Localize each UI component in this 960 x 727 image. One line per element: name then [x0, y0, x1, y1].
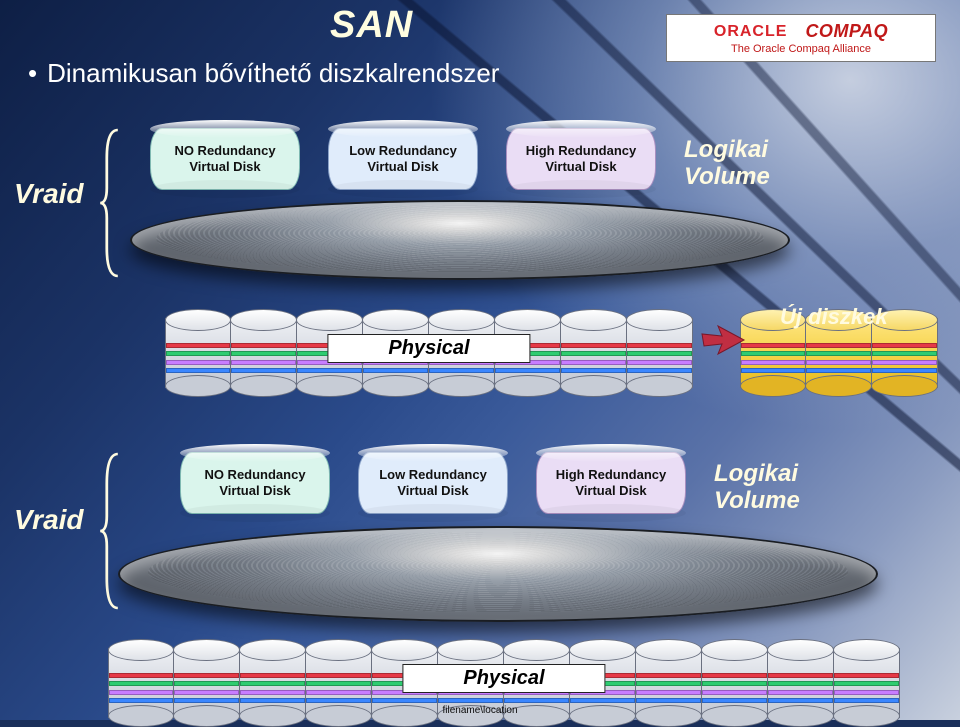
- bullet-text: Dinamikusan bővíthető diszkalrendszer: [47, 58, 499, 89]
- pool-disc-top: [130, 200, 790, 280]
- new-disks-label: Új diszkek: [780, 304, 888, 330]
- logical-volume-label-bottom: LogikaiVolume: [714, 461, 834, 514]
- footer-text: filename\location: [442, 705, 517, 716]
- oracle-logo: ORACLE: [714, 23, 788, 41]
- bullet-row: • Dinamikusan bővíthető diszkalrendszer: [28, 58, 499, 89]
- vdisk-group-top: NO RedundancyVirtual Disk Low Redundancy…: [150, 128, 804, 190]
- vdisk-no-top: NO RedundancyVirtual Disk: [150, 128, 300, 190]
- vraid-label-bottom: Vraid: [14, 504, 84, 536]
- vdisk-high-bottom: High RedundancyVirtual Disk: [536, 452, 686, 514]
- physical-disk: [702, 648, 768, 718]
- physical-disk: [636, 648, 702, 718]
- vdisk-low-bottom: Low RedundancyVirtual Disk: [358, 452, 508, 514]
- arrow-icon: [700, 320, 746, 365]
- physical-disk: [834, 648, 900, 718]
- physical-disk: [165, 318, 231, 388]
- physical-label: Physical: [327, 334, 530, 363]
- brace-bottom: [98, 452, 120, 610]
- vdisk-no-bottom: NO RedundancyVirtual Disk: [180, 452, 330, 514]
- vdisk-group-bottom: NO RedundancyVirtual Disk Low Redundancy…: [180, 452, 834, 514]
- physical-disk: [768, 648, 834, 718]
- physical-disk-row-top: Physical: [165, 318, 693, 388]
- slide-title: SAN: [330, 6, 413, 44]
- physical-disk: [306, 648, 372, 718]
- physical-disk: [174, 648, 240, 718]
- vraid-label-top: Vraid: [14, 178, 84, 210]
- physical-disk: [240, 648, 306, 718]
- physical-disk: [231, 318, 297, 388]
- logical-volume-label-top: LogikaiVolume: [684, 137, 804, 190]
- alliance-subtitle: The Oracle Compaq Alliance: [731, 43, 871, 55]
- physical-label: Physical: [402, 664, 605, 693]
- alliance-badge: ORACLE COMPAQ The Oracle Compaq Alliance: [666, 14, 936, 62]
- physical-disk: [627, 318, 693, 388]
- compaq-logo: COMPAQ: [805, 21, 888, 42]
- pool-disc-bottom: [118, 526, 878, 622]
- bullet-marker: •: [28, 60, 37, 86]
- physical-disk: [561, 318, 627, 388]
- vdisk-high-top: High RedundancyVirtual Disk: [506, 128, 656, 190]
- physical-disk: [108, 648, 174, 718]
- vdisk-low-top: Low RedundancyVirtual Disk: [328, 128, 478, 190]
- brace-top: [98, 128, 120, 278]
